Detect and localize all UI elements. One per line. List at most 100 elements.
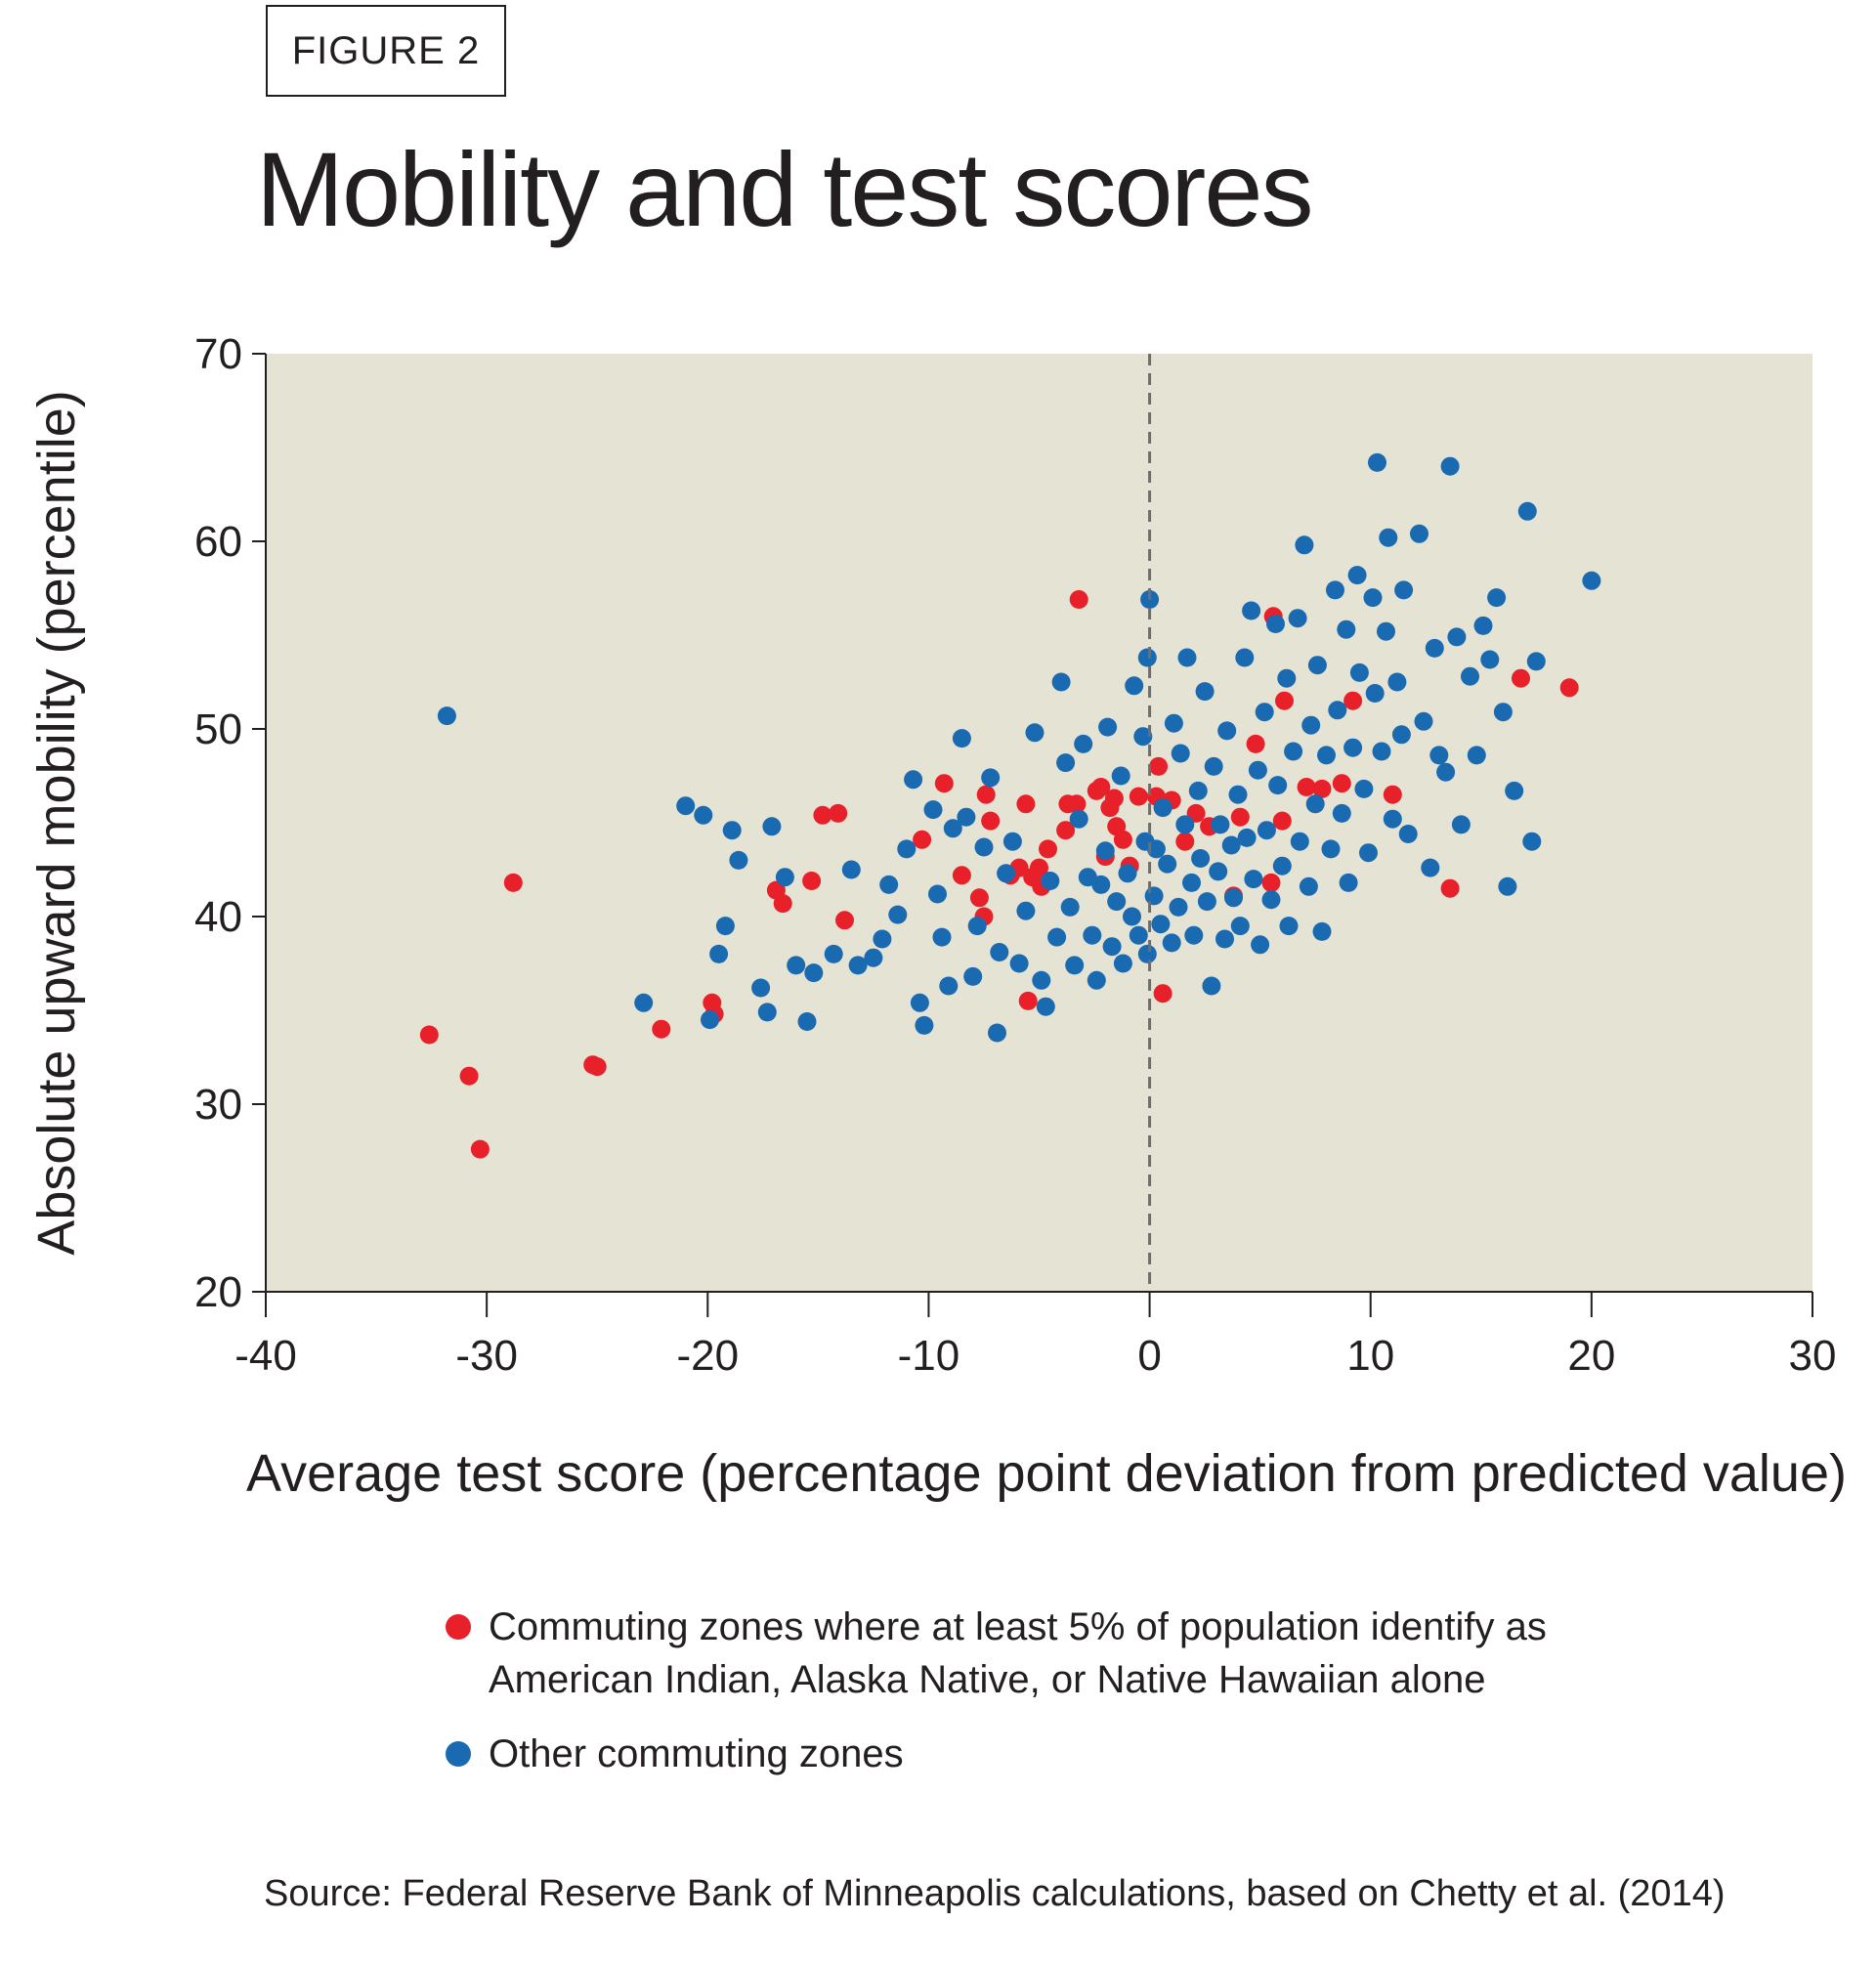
data-point-red <box>1297 778 1316 796</box>
data-point-blue <box>1272 856 1292 876</box>
data-point-blue <box>1237 828 1257 847</box>
data-point-blue <box>437 706 456 726</box>
data-point-red <box>952 866 971 885</box>
data-point-blue <box>1060 897 1080 917</box>
data-point-red <box>981 811 1001 831</box>
data-point-blue <box>1175 815 1195 834</box>
data-point-blue <box>1277 668 1297 688</box>
data-point-blue <box>1230 917 1250 936</box>
data-point-blue <box>1421 858 1440 877</box>
data-point-blue <box>1387 672 1407 692</box>
data-point-blue <box>1343 738 1363 757</box>
data-points <box>419 452 1601 1159</box>
y-tick-label: 50 <box>194 705 242 753</box>
data-point-red <box>419 1025 439 1045</box>
data-point-blue <box>864 948 883 967</box>
data-point-blue <box>1224 888 1243 908</box>
data-point-blue <box>775 868 794 887</box>
data-point-red <box>1230 807 1250 827</box>
data-point-blue <box>1284 742 1303 761</box>
data-point-red <box>652 1019 671 1039</box>
data-point-red <box>1175 832 1195 851</box>
data-point-blue <box>928 884 947 904</box>
data-point-blue <box>1339 873 1358 892</box>
data-point-blue <box>1129 925 1148 945</box>
data-point-blue <box>1307 656 1327 675</box>
data-point-blue <box>1317 746 1336 765</box>
x-tick-label: 20 <box>1567 1332 1615 1380</box>
data-point-blue <box>1056 753 1076 773</box>
data-point-blue <box>1164 713 1183 733</box>
data-point-red <box>1067 794 1087 814</box>
data-point-blue <box>1347 566 1367 585</box>
data-point-blue <box>952 729 971 748</box>
data-point-red <box>1039 839 1057 859</box>
data-point-blue <box>1209 862 1228 881</box>
data-point-blue <box>1517 501 1537 521</box>
figure-label: FIGURE 2 <box>266 5 506 97</box>
y-tick-label: 70 <box>194 330 242 378</box>
data-point-blue <box>1182 873 1201 892</box>
data-point-blue <box>1095 841 1115 861</box>
data-point-blue <box>1480 650 1500 669</box>
axis-ticks: -40 -30 -20 -10 0 10 20 30 20 30 40 50 60 70 <box>194 330 1836 1380</box>
data-point-blue <box>715 917 735 936</box>
data-point-blue <box>1002 832 1022 851</box>
data-point-red <box>934 774 954 793</box>
data-point-blue <box>1436 762 1456 782</box>
data-point-blue <box>1498 876 1517 896</box>
data-point-red <box>1153 984 1172 1004</box>
data-point-blue <box>1242 601 1261 620</box>
data-point-red <box>969 888 989 908</box>
legend-blue-marker <box>446 1741 471 1767</box>
y-tick-label: 40 <box>194 893 242 941</box>
data-point-blue <box>1268 776 1288 795</box>
data-point-red <box>913 830 932 849</box>
data-point-blue <box>1153 798 1172 818</box>
data-point-blue <box>963 966 983 986</box>
data-point-blue <box>1025 723 1045 743</box>
data-point-blue <box>1228 785 1248 804</box>
source-note: Source: Federal Reserve Bank of Minneapo… <box>264 1873 1726 1914</box>
data-point-blue <box>1359 843 1378 863</box>
data-point-blue <box>939 976 959 996</box>
data-point-blue <box>824 944 843 963</box>
data-point-blue <box>888 905 908 924</box>
data-point-blue <box>1467 746 1486 765</box>
data-point-blue <box>1410 524 1428 543</box>
data-point-red <box>1149 756 1169 776</box>
data-point-blue <box>1251 935 1270 955</box>
data-point-blue <box>923 800 943 820</box>
x-tick-label: 10 <box>1346 1332 1394 1380</box>
data-point-blue <box>988 1023 1006 1043</box>
data-point-red <box>1383 785 1402 804</box>
data-point-blue <box>932 927 952 947</box>
data-point-blue <box>897 839 917 859</box>
y-tick-label: 60 <box>194 518 242 566</box>
data-point-red <box>1312 779 1332 798</box>
x-tick-label: 0 <box>1137 1332 1161 1380</box>
y-tick-label: 20 <box>194 1268 242 1316</box>
data-point-blue <box>1244 870 1263 889</box>
data-point-blue <box>1211 815 1230 834</box>
data-point-blue <box>694 805 713 825</box>
data-point-red <box>802 872 822 890</box>
data-point-red <box>829 803 848 823</box>
x-tick-label: 30 <box>1789 1332 1837 1380</box>
data-point-blue <box>1493 703 1513 722</box>
data-point-blue <box>1098 717 1118 737</box>
data-point-blue <box>1102 937 1122 957</box>
data-point-blue <box>709 944 729 963</box>
data-point-blue <box>1354 779 1374 798</box>
data-point-blue <box>1391 725 1411 745</box>
data-point-blue <box>1235 648 1255 667</box>
data-point-blue <box>1204 756 1223 776</box>
data-point-blue <box>751 978 771 998</box>
data-point-red <box>1016 794 1036 814</box>
data-point-blue <box>1447 627 1467 647</box>
data-point-blue <box>1221 835 1241 855</box>
data-point-blue <box>1414 711 1433 731</box>
data-point-blue <box>1505 781 1524 800</box>
data-point-red <box>1343 691 1363 710</box>
data-point-red <box>1559 678 1579 698</box>
